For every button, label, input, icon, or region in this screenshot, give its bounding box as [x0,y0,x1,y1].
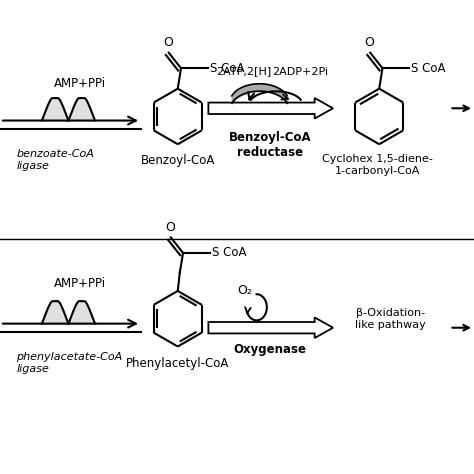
Text: Cyclohex 1,5-diene-
1-carbonyl-CoA: Cyclohex 1,5-diene- 1-carbonyl-CoA [322,155,433,176]
Text: Benzoyl-CoA
reductase: Benzoyl-CoA reductase [228,131,311,159]
Text: 2ATP,2[H]: 2ATP,2[H] [216,66,272,76]
Text: β-Oxidation-
like pathway: β-Oxidation- like pathway [355,308,426,329]
Text: Oxygenase: Oxygenase [233,343,306,356]
Text: O: O [365,36,374,49]
Text: S CoA: S CoA [212,246,246,259]
Text: 2ADP+2Pi: 2ADP+2Pi [272,66,328,76]
Text: phenylacetate-CoA
ligase: phenylacetate-CoA ligase [16,352,123,374]
Text: O₂: O₂ [238,283,253,297]
Text: S CoA: S CoA [210,62,244,75]
Text: O: O [165,221,175,234]
Text: AMP+PPi: AMP+PPi [54,277,106,291]
Text: Phenylacetyl-CoA: Phenylacetyl-CoA [126,357,229,370]
Text: O: O [163,36,173,49]
Text: AMP+PPi: AMP+PPi [54,77,106,90]
Text: benzoate-CoA
ligase: benzoate-CoA ligase [16,149,94,171]
Text: Benzoyl-CoA: Benzoyl-CoA [141,155,215,167]
Text: S CoA: S CoA [411,62,446,75]
